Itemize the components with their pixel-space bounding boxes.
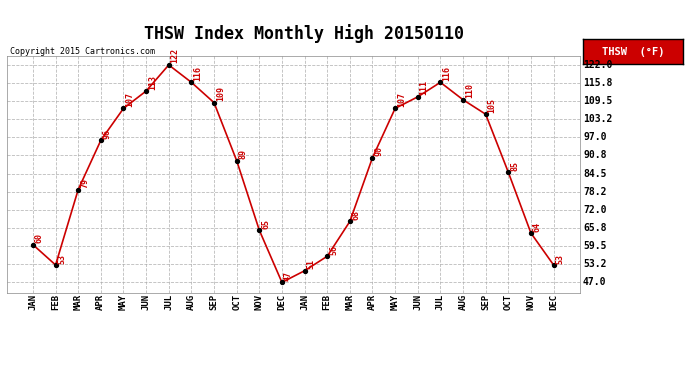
Text: 65: 65 [261, 219, 270, 229]
Point [164, 62, 175, 68]
Text: 103.2: 103.2 [583, 114, 613, 125]
Point [548, 262, 559, 268]
Text: 51: 51 [306, 259, 315, 269]
Point [277, 279, 288, 285]
Point [299, 268, 310, 274]
Text: 97.0: 97.0 [583, 132, 607, 142]
Text: 53.2: 53.2 [583, 260, 607, 269]
Text: 116: 116 [193, 66, 202, 81]
Text: 53: 53 [555, 254, 564, 264]
Text: 65.8: 65.8 [583, 223, 607, 233]
Text: 113: 113 [148, 75, 157, 90]
Point [344, 219, 355, 225]
Text: 78.2: 78.2 [583, 187, 607, 197]
Point [72, 187, 83, 193]
Text: 107: 107 [397, 92, 406, 107]
Point [322, 253, 333, 259]
Text: 107: 107 [126, 92, 135, 107]
Text: 85: 85 [510, 161, 519, 171]
Text: 59.5: 59.5 [583, 241, 607, 251]
Point [480, 111, 491, 117]
Point [50, 262, 61, 268]
Point [390, 105, 401, 111]
Text: 64: 64 [533, 222, 542, 232]
Text: 109: 109 [216, 86, 225, 101]
Point [141, 88, 152, 94]
Point [457, 97, 469, 103]
Text: 105: 105 [487, 98, 497, 113]
Text: 90: 90 [374, 146, 383, 156]
Text: 68: 68 [352, 210, 361, 220]
Text: 47.0: 47.0 [583, 278, 607, 287]
Text: 89: 89 [239, 149, 248, 159]
Point [367, 155, 378, 161]
Text: 109.5: 109.5 [583, 96, 613, 106]
Text: 53: 53 [57, 254, 66, 264]
Text: 115.8: 115.8 [583, 78, 613, 88]
Text: 56: 56 [329, 245, 338, 255]
Text: 111: 111 [420, 80, 428, 95]
Point [118, 105, 129, 111]
Text: 90.8: 90.8 [583, 150, 607, 160]
Text: 84.5: 84.5 [583, 169, 607, 178]
Text: 116: 116 [442, 66, 451, 81]
Text: 110: 110 [465, 83, 474, 98]
Point [186, 80, 197, 86]
Text: THSW Index Monthly High 20150110: THSW Index Monthly High 20150110 [144, 24, 464, 44]
Text: 72.0: 72.0 [583, 205, 607, 215]
Text: 96: 96 [103, 129, 112, 139]
Text: 60: 60 [34, 233, 43, 243]
Text: Copyright 2015 Cartronics.com: Copyright 2015 Cartronics.com [10, 47, 155, 56]
Point [503, 169, 514, 175]
Text: 122: 122 [170, 48, 179, 63]
Point [95, 137, 106, 143]
Point [435, 80, 446, 86]
Point [412, 94, 423, 100]
Text: THSW  (°F): THSW (°F) [602, 46, 664, 57]
Point [254, 227, 265, 233]
Point [525, 230, 536, 236]
Text: 122.0: 122.0 [583, 60, 613, 70]
Point [28, 242, 39, 248]
Text: 79: 79 [80, 178, 89, 188]
Point [208, 100, 219, 106]
Point [231, 158, 242, 164]
Text: 47: 47 [284, 271, 293, 281]
